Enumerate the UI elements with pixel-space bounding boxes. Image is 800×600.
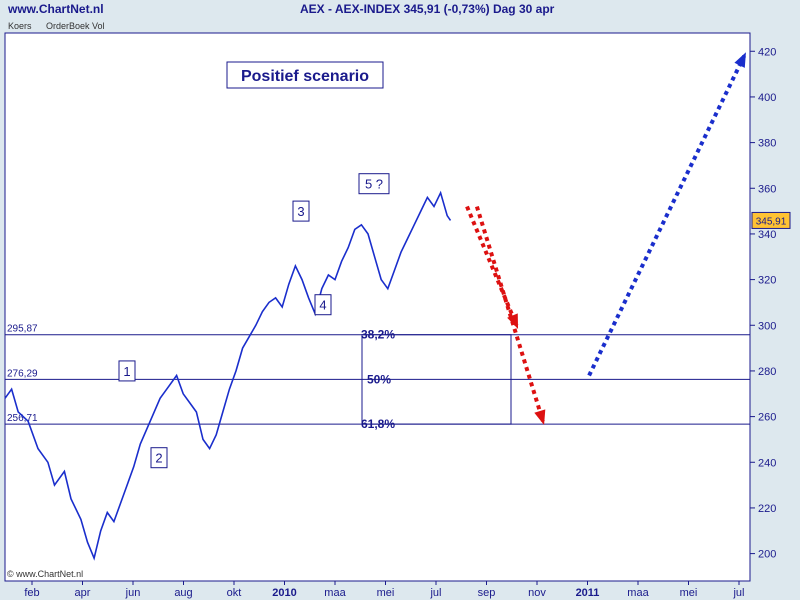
y-tick-label: 260 [758, 412, 776, 424]
y-tick-label: 340 [758, 229, 776, 241]
chart-title: AEX - AEX-INDEX 345,91 (-0,73%) Dag 30 a… [300, 2, 555, 16]
y-tick-label: 320 [758, 275, 776, 287]
scenario-label-box [226, 61, 384, 89]
y-tick-label: 220 [758, 503, 776, 515]
panel-label-koers: Koers [8, 21, 32, 31]
projection-line [465, 205, 519, 327]
header-bar: www.ChartNet.nl AEX - AEX-INDEX 345,91 (… [0, 0, 800, 20]
x-tick-label: mei [680, 587, 698, 599]
wave-label: 2 [155, 451, 162, 466]
x-tick-label: aug [174, 587, 192, 599]
wave-label: 4 [319, 298, 326, 313]
y-tick-label: 300 [758, 320, 776, 332]
wave-label: 3 [297, 204, 304, 219]
projection-arrowhead [534, 409, 546, 425]
last-value-box [751, 211, 791, 229]
site-name[interactable]: www.ChartNet.nl [8, 2, 104, 16]
wave-label-box [118, 360, 136, 382]
fib-label: 38,2% [361, 328, 395, 342]
x-tick-label: maa [324, 587, 346, 599]
x-tick-label: nov [528, 587, 546, 599]
projection-arrowhead [734, 52, 746, 68]
x-tick-label: sep [478, 587, 496, 599]
fib-label: 50% [367, 372, 391, 386]
last-value-label: 345,91 [756, 216, 787, 227]
wave-label-box [292, 200, 310, 222]
y-tick-label: 420 [758, 46, 776, 58]
x-tick-label: jul [429, 587, 441, 599]
y-tick-label: 280 [758, 366, 776, 378]
wave-label: 5 ? [365, 177, 383, 192]
y-tick-label: 380 [758, 138, 776, 150]
panel-label-orderboek: OrderBoek Vol [46, 21, 105, 31]
y-tick-label: 240 [758, 457, 776, 469]
projection-line [474, 205, 545, 422]
level-label: 256,71 [7, 413, 38, 424]
level-label: 276,29 [7, 368, 38, 379]
fib-label: 61,8% [361, 417, 395, 431]
y-tick-label: 400 [758, 92, 776, 104]
y-tick-label: 200 [758, 549, 776, 561]
wave-label-box [150, 447, 168, 469]
x-tick-label: 2010 [272, 587, 296, 599]
scenario-label: Positief scenario [241, 68, 369, 85]
x-tick-label: 2011 [576, 587, 600, 599]
wave-label: 1 [123, 364, 130, 379]
copyright-label: © www.ChartNet.nl [7, 569, 83, 579]
x-tick-label: jul [732, 587, 744, 599]
wave-label-box [314, 294, 332, 316]
x-tick-label: apr [75, 587, 91, 599]
y-tick-label: 360 [758, 183, 776, 195]
level-label: 295,87 [7, 324, 38, 335]
plot-background [4, 32, 751, 582]
x-tick-label: mei [377, 587, 395, 599]
x-tick-label: jun [125, 587, 141, 599]
x-tick-label: okt [227, 587, 242, 599]
x-tick-label: feb [24, 587, 39, 599]
target-box [361, 334, 512, 425]
wave-label-box [358, 173, 390, 195]
price-series-line [4, 190, 452, 561]
x-tick-label: maa [627, 587, 649, 599]
projection-line [587, 54, 746, 377]
